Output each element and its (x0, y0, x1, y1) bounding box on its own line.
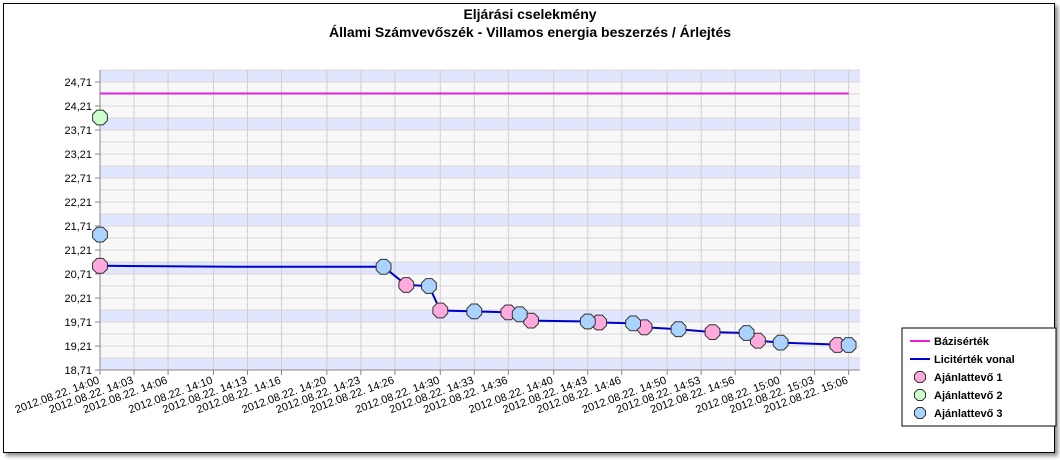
y-tick-label: 21,71 (64, 221, 92, 233)
y-tick-label: 18,71 (64, 365, 92, 377)
plot-band (100, 214, 860, 226)
y-tick-label: 19,21 (64, 341, 92, 353)
plot-band (100, 70, 860, 82)
y-tick-label: 21,21 (64, 245, 92, 257)
plot-band (100, 358, 860, 370)
data-point (398, 277, 415, 293)
y-tick-label: 22,71 (64, 173, 92, 185)
data-point (375, 258, 392, 275)
plot-area (100, 70, 860, 370)
plot-band (100, 262, 860, 274)
y-tick-label: 22,21 (64, 197, 92, 209)
data-point (432, 302, 449, 319)
legend-swatch-marker (914, 407, 926, 419)
y-tick-label: 24,21 (64, 101, 92, 113)
legend-box (901, 327, 1057, 427)
data-point (840, 337, 857, 353)
data-point (92, 226, 108, 243)
legend: Bázisérték Licitérték vonal Ajánlattevő 1 A… (901, 327, 1057, 427)
data-point (579, 313, 596, 330)
y-tick-label: 20,71 (64, 269, 92, 281)
legend-label: Ajánlattevő 2 (934, 390, 1002, 402)
legend-label: Ajánlattevő 1 (934, 372, 1002, 384)
chart-title: Eljárási cselekmény (463, 6, 596, 22)
data-point (421, 278, 437, 294)
y-axis-ticks: 18,71 19,21 19,71 20,21 20,71 21,21 21,71 22,21… (64, 77, 100, 377)
y-tick-label: 24,71 (64, 77, 92, 89)
series-markers (92, 109, 857, 353)
plot-band (100, 166, 860, 178)
data-point (92, 109, 108, 126)
chart-subtitle: Állami Számvevőszék - Villamos energia b… (329, 24, 731, 40)
data-point (625, 315, 641, 332)
y-tick-label: 23,21 (64, 149, 92, 161)
legend-label: Ajánlattevő 3 (934, 408, 1002, 420)
y-tick-label: 20,21 (64, 293, 92, 305)
legend-label: Bázisérték (934, 336, 990, 348)
data-point (704, 324, 721, 340)
legend-swatch-marker (914, 389, 926, 401)
data-point (466, 303, 483, 320)
data-point (92, 257, 108, 274)
data-point (670, 321, 687, 338)
data-point (738, 325, 755, 341)
y-tick-label: 23,71 (64, 125, 92, 137)
data-point (772, 334, 789, 351)
legend-label: Licitérték vonal (934, 354, 1015, 366)
data-point (511, 306, 528, 323)
plot-band (100, 118, 860, 130)
legend-swatch-marker (914, 371, 926, 383)
y-tick-label: 19,71 (64, 317, 92, 329)
grid-lines (99, 69, 860, 371)
